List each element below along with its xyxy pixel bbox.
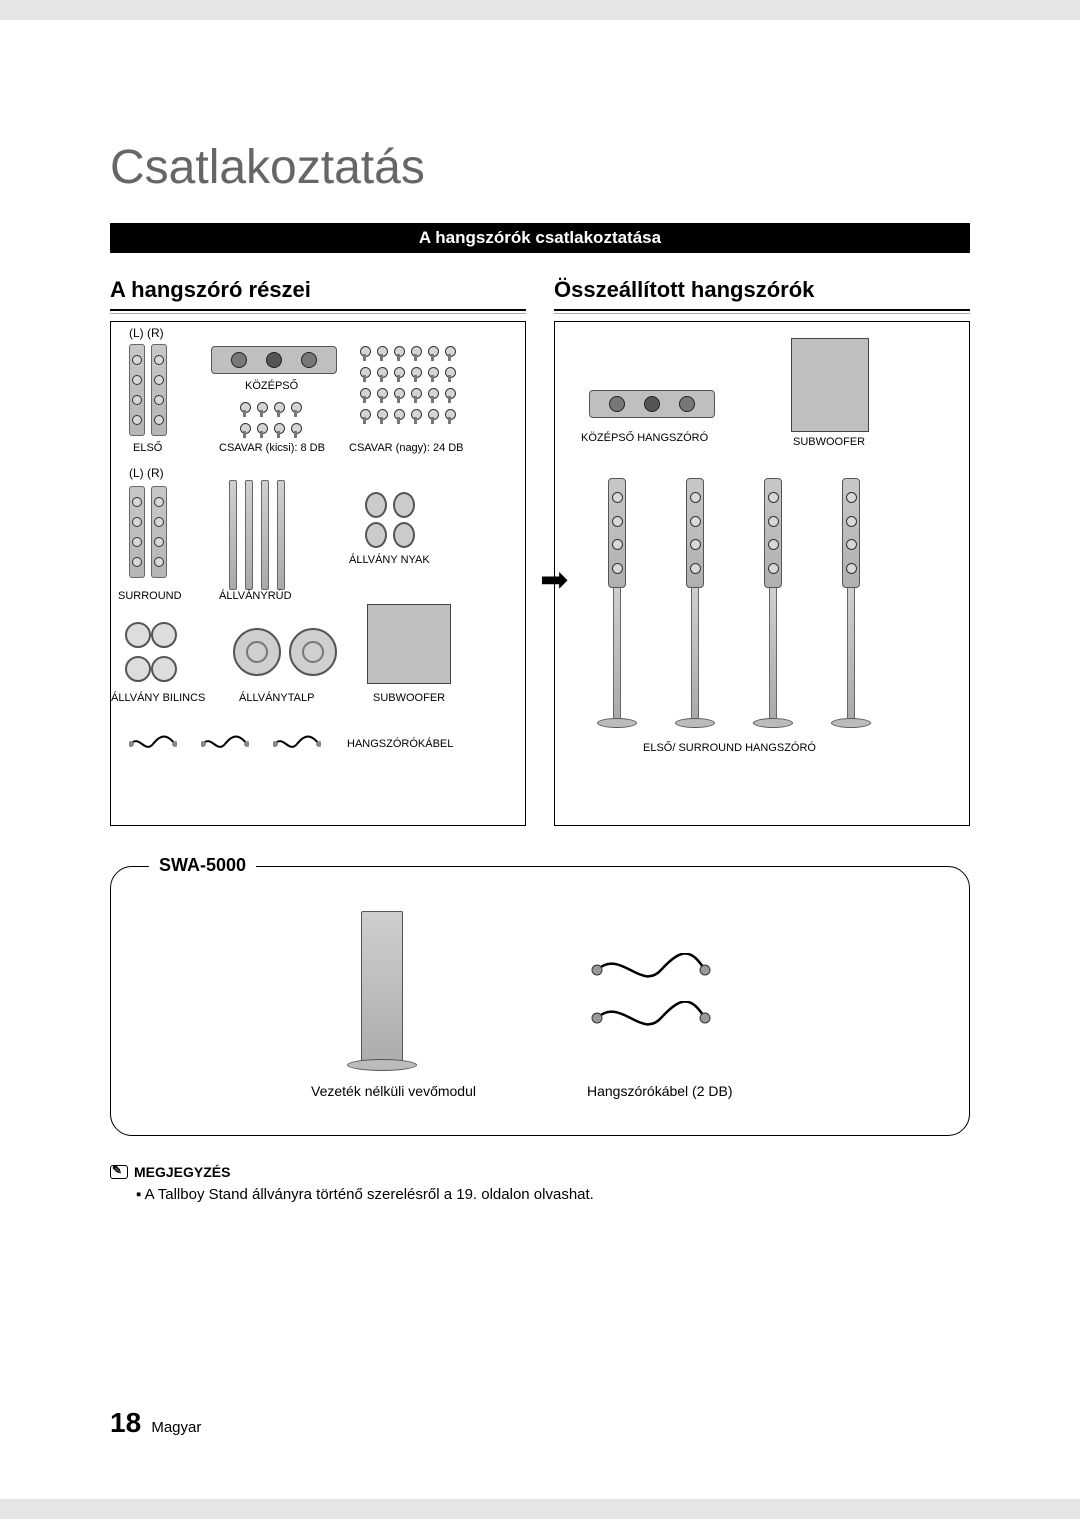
page-title: Csatlakoztatás xyxy=(110,140,970,195)
page-number: 18 xyxy=(110,1407,141,1438)
stand-base-label: ÁLLVÁNYTALP xyxy=(239,692,314,704)
assembled-center-icon xyxy=(589,390,715,418)
receiver-base-icon xyxy=(347,1059,417,1071)
page-footer: 18 Magyar xyxy=(110,1407,201,1439)
surround-label: SURROUND xyxy=(118,590,182,602)
screw-small-label: CSAVAR (kicsi): 8 DB xyxy=(219,442,325,454)
lr-label-1: (L) (R) xyxy=(129,326,164,340)
surround-speakers-icon xyxy=(129,486,167,578)
small-screws-icon xyxy=(239,402,301,438)
swa-cables-icon xyxy=(591,953,711,1035)
parts-section: A hangszóró részei (L) (R) ELSŐ KÖZÉPSŐ … xyxy=(110,277,526,826)
assembled-diagram: KÖZÉPSŐ HANGSZÓRÓ SUBWOOFER ELSŐ/ SURROU… xyxy=(554,321,970,826)
stand-clamp-label: ÁLLVÁNY BILINCS xyxy=(111,692,205,704)
subwoofer-icon xyxy=(367,604,451,684)
swa-cables-label: Hangszórókábel (2 DB) xyxy=(587,1083,733,1099)
page-language: Magyar xyxy=(151,1419,201,1436)
note-block: MEGJEGYZÉS ▪ A Tallboy Stand állványra t… xyxy=(110,1164,970,1203)
note-icon xyxy=(110,1165,128,1179)
neck2-icon xyxy=(365,522,415,548)
front-label: ELSŐ xyxy=(133,442,162,454)
section-bar: A hangszórók csatlakoztatása xyxy=(110,223,970,253)
screw-big-label: CSAVAR (nagy): 24 DB xyxy=(349,442,464,454)
subwoofer-label: SUBWOOFER xyxy=(373,692,445,704)
receiver-icon xyxy=(361,911,403,1061)
assembled-sub-icon xyxy=(791,338,869,432)
swa-section: SWA-5000 Vezeték nélküli vevőmodul Hangs… xyxy=(110,866,970,1136)
stand-pole-label: ÁLLVÁNYRÚD xyxy=(219,590,292,602)
assembled-section: Összeállított hangszórók KÖZÉPSŐ HANGSZÓ… xyxy=(554,277,970,826)
cables-icon xyxy=(129,734,321,754)
receiver-label: Vezeték nélküli vevőmodul xyxy=(311,1083,476,1099)
manual-page: Csatlakoztatás A hangszórók csatlakoztat… xyxy=(0,20,1080,1499)
note-head-text: MEGJEGYZÉS xyxy=(134,1164,230,1180)
big-screws-icon xyxy=(359,346,455,424)
bases-icon xyxy=(233,628,337,676)
note-body: ▪ A Tallboy Stand állványra történő szer… xyxy=(136,1186,970,1203)
assembled-heading: Összeállított hangszórók xyxy=(554,277,970,311)
parts-diagram: (L) (R) ELSŐ KÖZÉPSŐ CSAVAR (kicsi): 8 D… xyxy=(110,321,526,826)
arrow-right-icon: ➡ xyxy=(540,560,569,600)
lr-label-2: (L) (R) xyxy=(129,466,164,480)
swa-box: SWA-5000 Vezeték nélküli vevőmodul Hangs… xyxy=(110,866,970,1136)
diagram-row: A hangszóró részei (L) (R) ELSŐ KÖZÉPSŐ … xyxy=(110,277,970,826)
parts-heading: A hangszóró részei xyxy=(110,277,526,311)
speaker-cable-label: HANGSZÓRÓKÁBEL xyxy=(347,738,453,750)
subwoofer2-label: SUBWOOFER xyxy=(793,436,865,448)
swa-title: SWA-5000 xyxy=(149,855,256,876)
note-body-text: A Tallboy Stand állványra történő szerel… xyxy=(145,1186,594,1203)
center-speaker-icon xyxy=(211,346,337,374)
note-heading: MEGJEGYZÉS xyxy=(110,1164,970,1180)
neck1-icon xyxy=(365,492,415,518)
center-speaker-label: KÖZÉPSŐ HANGSZÓRÓ xyxy=(581,432,708,444)
tall-speakers-icon xyxy=(597,478,871,728)
front-speakers-icon xyxy=(129,344,167,436)
stand-neck-label: ÁLLVÁNY NYAK xyxy=(349,554,430,566)
center-label: KÖZÉPSŐ xyxy=(245,380,298,392)
clamps-icon xyxy=(125,622,177,682)
front-surround-label: ELSŐ/ SURROUND HANGSZÓRÓ xyxy=(643,742,816,754)
stand-poles-icon xyxy=(229,480,285,590)
